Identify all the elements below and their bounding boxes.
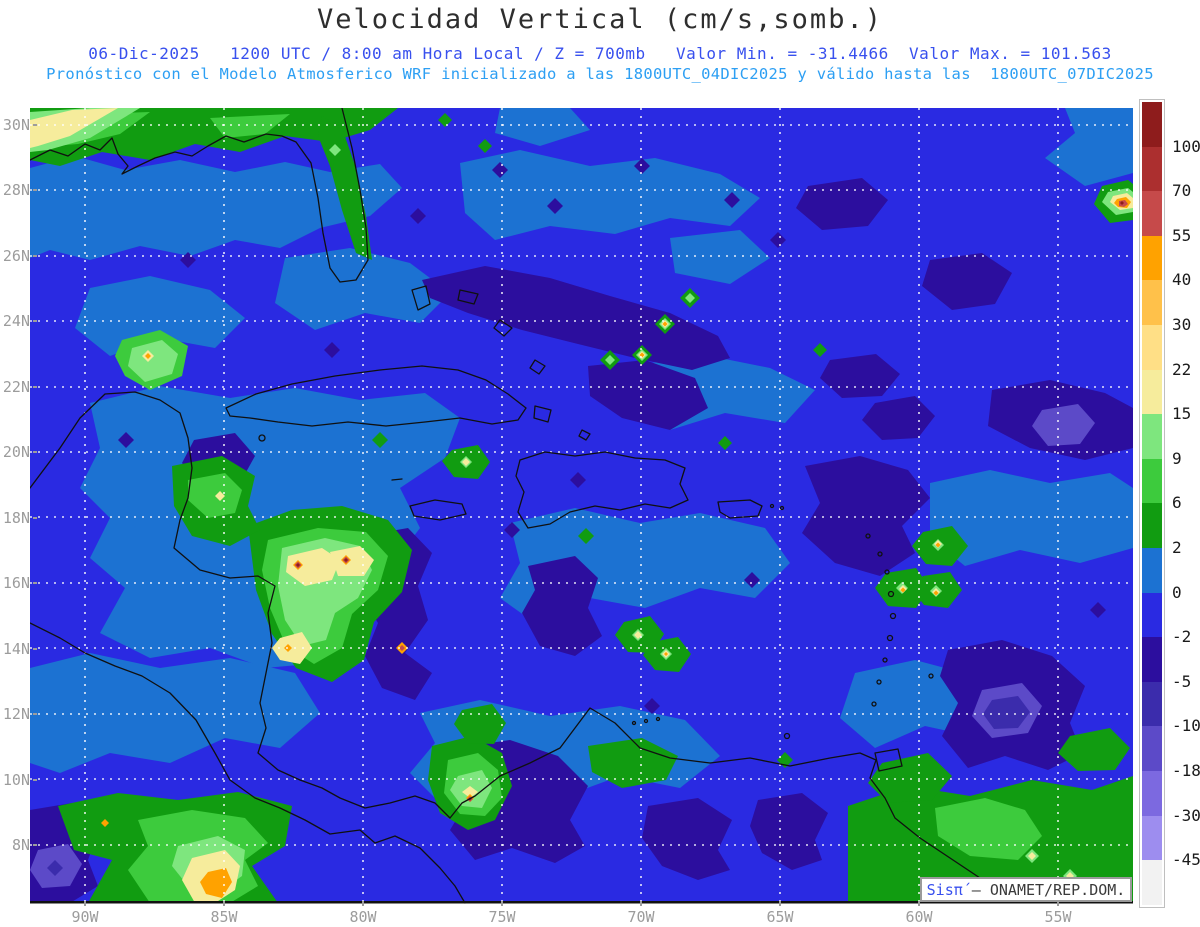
colorbar-tick-label: -2 [1172,627,1191,647]
lat-tick-label: 28N [0,181,30,199]
lon-tick [501,901,503,906]
lat-tick-label: 12N [0,705,30,723]
colorbar-tick-label: 55 [1172,226,1191,246]
colorbar-segment [1142,860,1162,905]
lat-tick [33,844,37,846]
colorbar-tick-label: 9 [1172,449,1182,469]
lat-tick [33,713,37,715]
colorbar-segment [1142,191,1162,236]
lon-tick [640,901,642,906]
colorbar-tick-label: 70 [1172,181,1191,201]
lon-tick-label: 55W [1036,908,1080,926]
lat-tick [33,386,37,388]
lon-tick [1057,901,1059,906]
lat-tick-label: 26N [0,247,30,265]
lat-tick-label: 20N [0,443,30,461]
lat-tick [33,582,37,584]
lon-tick-label: 85W [202,908,246,926]
lat-tick-label: 30N [0,116,30,134]
attribution-org-text: – ONAMET/REP.DOM. [963,881,1126,899]
attribution-badge: Sisπ́ – ONAMET/REP.DOM. [920,877,1132,902]
colorbar-tick-label: 6 [1172,493,1182,513]
lon-tick-label: 65W [758,908,802,926]
sispi-logo-text: Sisπ́ [927,881,963,899]
colorbar-tick-label: 2 [1172,538,1182,558]
colorbar-segment [1142,682,1162,727]
lon-tick-label: 70W [619,908,663,926]
colorbar-tick-label: -10 [1172,716,1200,736]
colorbar-tick-label: -18 [1172,761,1200,781]
colorbar-tick-label: -5 [1172,672,1191,692]
colorbar-segment [1142,503,1162,548]
lat-tick-label: 8N [0,836,30,854]
colorbar-segment [1142,102,1162,147]
lat-tick [33,779,37,781]
colorbar-segment [1142,370,1162,415]
lon-tick [223,901,225,906]
colorbar-segment [1142,637,1162,682]
lat-tick [33,124,37,126]
lon-tick-label: 75W [480,908,524,926]
colorbar-segment [1142,816,1162,861]
lat-tick [33,189,37,191]
colorbar-segment [1142,771,1162,816]
lon-tick-label: 80W [341,908,385,926]
colorbar-segment [1142,593,1162,638]
colorbar-tick-label: 40 [1172,270,1191,290]
colorbar-tick-label: 30 [1172,315,1191,335]
colorbar-tick-label: 22 [1172,360,1191,380]
map-area [30,108,1133,908]
lat-tick-label: 24N [0,312,30,330]
lon-tick [84,901,86,906]
forecast-datetime-line: 06-Dic-2025 1200 UTC / 8:00 am Hora Loca… [88,44,1111,63]
lat-tick [33,451,37,453]
lat-tick-label: 22N [0,378,30,396]
lat-tick-label: 14N [0,640,30,658]
colorbar-segment [1142,280,1162,325]
colorbar-segment [1142,548,1162,593]
lat-tick [33,255,37,257]
colorbar-tick-label: 100 [1172,137,1200,157]
lat-tick-label: 10N [0,771,30,789]
lon-tick [362,901,364,906]
colorbar-segment [1142,459,1162,504]
lon-tick-label: 90W [63,908,107,926]
lat-tick-label: 18N [0,509,30,527]
colorbar-tick-label: -30 [1172,806,1200,826]
colorbar-segment [1142,236,1162,281]
lat-tick [33,648,37,650]
lat-tick-label: 16N [0,574,30,592]
colorbar-segment [1142,325,1162,370]
colorbar-tick-label: -45 [1172,850,1200,870]
page-title: Velocidad Vertical (cm/s,somb.) [317,4,883,35]
lon-tick [779,901,781,906]
colorbar-tick-label: 15 [1172,404,1191,424]
lon-tick-label: 60W [897,908,941,926]
vertical-velocity-shaded-map [30,108,1133,908]
lat-tick [33,517,37,519]
colorbar-tick-label: 0 [1172,583,1182,603]
colorbar-segment [1142,147,1162,192]
colorbar-frame [1139,99,1165,908]
lon-tick [918,901,920,906]
model-info-line: Pronóstico con el Modelo Atmosferico WRF… [46,65,1154,83]
lat-tick [33,320,37,322]
colorbar-segment [1142,726,1162,771]
colorbar-segment [1142,414,1162,459]
